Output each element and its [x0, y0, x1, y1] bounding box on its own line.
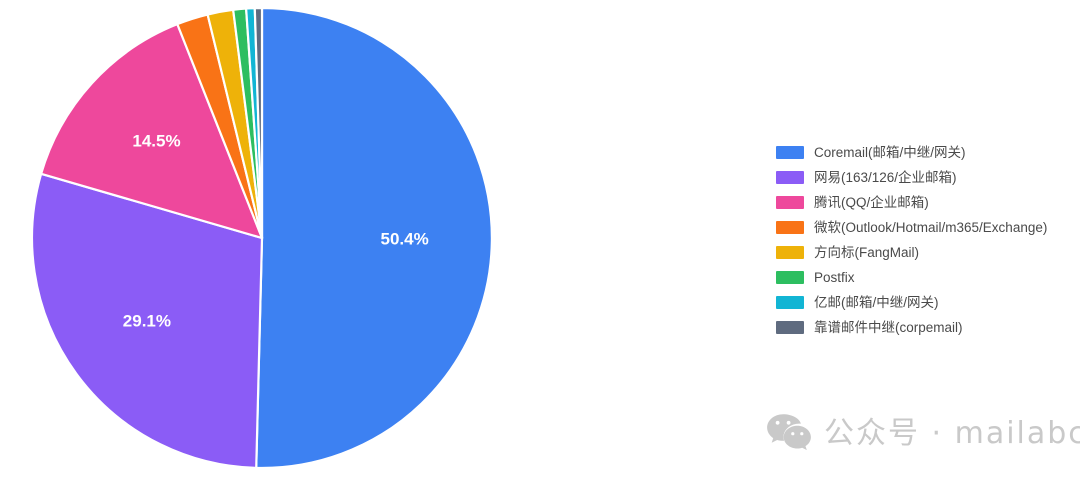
legend: Coremail(邮箱/中继/网关) 网易(163/126/企业邮箱) 腾讯(QQ/… — [776, 140, 1076, 340]
legend-color-swatch — [776, 246, 804, 259]
legend-item[interactable]: Coremail(邮箱/中继/网关) — [776, 140, 1076, 165]
legend-item-label: 腾讯(QQ/企业邮箱) — [814, 194, 929, 210]
legend-item[interactable]: 靠谱邮件中继(corpemail) — [776, 315, 1076, 340]
legend-item[interactable]: 方向标(FangMail) — [776, 240, 1076, 265]
legend-item-label: 网易(163/126/企业邮箱) — [814, 169, 957, 185]
legend-item[interactable]: 微软(Outlook/Hotmail/m365/Exchange) — [776, 215, 1076, 240]
pie-slice-percent-label: 50.4% — [380, 229, 428, 248]
legend-item-label: 微软(Outlook/Hotmail/m365/Exchange) — [814, 219, 1048, 235]
legend-item-label: 靠谱邮件中继(corpemail) — [814, 319, 963, 335]
legend-item[interactable]: 网易(163/126/企业邮箱) — [776, 165, 1076, 190]
pie-slice[interactable] — [40, 23, 264, 240]
pie-slice[interactable] — [30, 172, 264, 470]
pie-slice-labels-group: 50.4% 29.1% 14.5% — [123, 131, 429, 330]
legend-color-swatch — [776, 196, 804, 209]
legend-color-swatch — [776, 146, 804, 159]
pie-slice[interactable] — [253, 6, 264, 240]
legend-item-label: 方向标(FangMail) — [814, 244, 920, 260]
watermark-text: 公众号 · mailabc — [824, 415, 1080, 451]
legend-item-label: 亿邮(邮箱/中继/网关) — [814, 294, 939, 310]
legend-item[interactable]: Postfix — [776, 265, 1076, 290]
legend-color-swatch — [776, 221, 804, 234]
legend-item[interactable]: 腾讯(QQ/企业邮箱) — [776, 190, 1076, 215]
wechat-icon — [766, 412, 812, 455]
legend-item[interactable]: 亿邮(邮箱/中继/网关) — [776, 290, 1076, 315]
legend-item-label: Coremail(邮箱/中继/网关) — [814, 144, 966, 160]
legend-color-swatch — [776, 271, 804, 284]
legend-color-swatch — [776, 321, 804, 334]
pie-slice[interactable] — [255, 6, 493, 470]
pie-slice-percent-label: 14.5% — [132, 131, 180, 150]
legend-item-label: Postfix — [814, 269, 855, 285]
legend-color-swatch — [776, 296, 804, 309]
pie-plot-area: 50.4% 29.1% 14.5% — [0, 0, 530, 478]
legend-color-swatch — [776, 171, 804, 184]
pie-slices-group — [30, 6, 493, 470]
watermark: 公众号 · mailabc — [766, 412, 1080, 455]
pie-slice-percent-label: 29.1% — [123, 312, 171, 331]
pie-svg: 50.4% 29.1% 14.5% — [30, 6, 493, 470]
